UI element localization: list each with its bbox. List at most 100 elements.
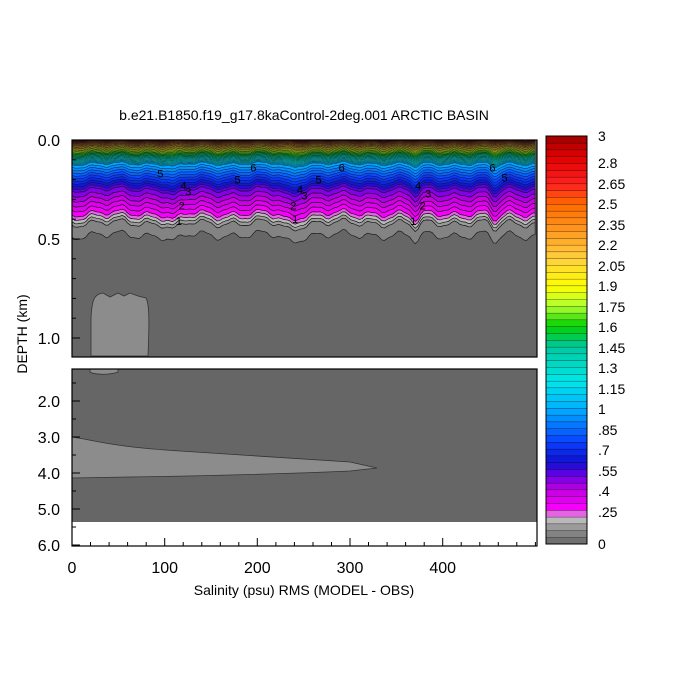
colorbar-label: .55 xyxy=(598,463,618,479)
colorbar-swatch xyxy=(545,163,588,171)
colorbar-swatch xyxy=(545,407,588,416)
colorbar-swatch xyxy=(545,387,588,395)
contour-label: 5 xyxy=(501,173,507,185)
colorbar-label: .4 xyxy=(598,483,610,499)
colorbar-labels: 3 2.8 2.65 2.5 2.35 2.2 2.05 1.9 1.75 1.6 1.45 1.3 1… xyxy=(598,128,625,552)
colorbar-swatch xyxy=(545,258,588,266)
colorbar-swatch xyxy=(545,469,588,477)
colorbar-swatch xyxy=(545,503,588,511)
colorbar-swatch xyxy=(545,482,588,491)
colorbar-swatch xyxy=(545,326,588,334)
colorbar-swatch xyxy=(545,312,588,321)
colorbar-swatch xyxy=(545,292,588,300)
colorbar-label: 2.5 xyxy=(598,196,618,212)
contour-label: 6 xyxy=(489,163,495,175)
colorbar-label: .25 xyxy=(598,504,618,520)
lower-patch-deep xyxy=(72,436,378,479)
colorbar-swatch xyxy=(545,373,588,382)
colorbar-swatch xyxy=(545,421,588,429)
colorbar-swatch xyxy=(545,278,588,287)
colorbar-swatch xyxy=(545,353,588,361)
y-axis-ticks xyxy=(72,139,80,546)
colorbar-label: 2.35 xyxy=(598,217,625,233)
colorbar-swatch xyxy=(545,156,588,164)
colorbar-swatch xyxy=(545,237,588,246)
colorbar-swatch xyxy=(545,537,588,545)
colorbar-swatch xyxy=(545,135,588,144)
colorbar-label: 1.3 xyxy=(598,360,618,376)
colorbar-swatch xyxy=(545,380,588,389)
colorbar-swatch xyxy=(545,190,588,198)
colorbar-swatch xyxy=(545,176,588,185)
colorbar-swatch xyxy=(545,339,588,348)
x-tick-label: 200 xyxy=(244,560,271,577)
colorbar-swatch xyxy=(545,231,588,239)
contour-label: 6 xyxy=(250,163,256,175)
colorbar-swatch xyxy=(545,265,588,273)
x-tick-label: 100 xyxy=(151,560,178,577)
x-tick-labels: 0 100 200 300 400 xyxy=(68,560,457,577)
colorbar-label: 1.45 xyxy=(598,340,625,356)
colorbar-swatch xyxy=(545,455,588,463)
colorbar-label: 2.05 xyxy=(598,258,625,274)
y-tick-labels: 0.0 0.5 1.0 2.0 3.0 4.0 5.0 6.0 xyxy=(38,133,60,555)
chart-title: b.e21.B1850.f19_g17.8kaControl-2deg.001 … xyxy=(119,107,489,123)
colorbar-swatch xyxy=(545,360,588,368)
colorbar-label: 3 xyxy=(598,128,606,144)
colorbar-swatch xyxy=(545,346,588,355)
colorbar-label: 2.8 xyxy=(598,155,618,171)
colorbar-label: 1.15 xyxy=(598,381,625,397)
colorbar-swatch xyxy=(545,448,588,457)
colorbar-label: 1 xyxy=(598,401,606,417)
contour-label: 6 xyxy=(339,163,345,175)
contour-label: 1 xyxy=(410,216,416,228)
colorbar-label: .7 xyxy=(598,442,610,458)
contour-label: 5 xyxy=(157,169,163,181)
below-bottom-area xyxy=(72,522,537,546)
colorbar-swatch xyxy=(545,149,588,157)
y-tick-label: 2.0 xyxy=(38,394,60,411)
colorbar-swatch xyxy=(545,142,588,151)
colorbar-swatch xyxy=(545,523,588,531)
colorbar-swatch xyxy=(545,169,588,178)
colorbar-swatch xyxy=(545,197,588,205)
x-axis-label: Salinity (psu) RMS (MODEL - OBS) xyxy=(194,582,414,598)
colorbar xyxy=(545,135,588,545)
contour-label: 5 xyxy=(315,175,321,187)
contour-label: 4 xyxy=(297,185,303,197)
lower-patch-top xyxy=(89,369,119,375)
colorbar-swatch xyxy=(545,509,588,518)
colorbar-swatch xyxy=(545,496,588,504)
colorbar-swatch xyxy=(545,299,588,307)
x-tick-label: 300 xyxy=(337,560,364,577)
colorbar-label: 2.65 xyxy=(598,176,625,192)
colorbar-label: 2.2 xyxy=(598,237,618,253)
colorbar-swatch xyxy=(545,435,588,443)
contour-label: 5 xyxy=(234,175,240,187)
x-tick-label: 0 xyxy=(68,560,77,577)
y-tick-label: 5.0 xyxy=(38,502,60,519)
contour-label: 3 xyxy=(425,189,431,201)
y-axis-label: DEPTH (km) xyxy=(14,294,30,373)
colorbar-swatch xyxy=(545,475,588,484)
colorbar-swatch xyxy=(545,428,588,436)
lower-panel-frame xyxy=(71,368,538,547)
y-tick-label: 3.0 xyxy=(38,430,60,447)
colorbar-swatch xyxy=(545,401,588,409)
contour-label: 1 xyxy=(292,214,298,226)
colorbar-swatch xyxy=(545,285,588,293)
upper-patch xyxy=(90,292,150,357)
y-tick-label: 1.0 xyxy=(38,331,60,348)
contour-label: 1 xyxy=(176,216,182,228)
colorbar-swatch xyxy=(545,530,588,538)
colorbar-swatch xyxy=(545,217,588,225)
colorbar-swatch xyxy=(545,394,588,402)
contour-label: 4 xyxy=(415,181,421,193)
contour-label: 4 xyxy=(181,181,187,193)
contour-label: 2 xyxy=(290,200,296,212)
colorbar-label: .85 xyxy=(598,422,618,438)
lower-panel xyxy=(72,369,537,546)
